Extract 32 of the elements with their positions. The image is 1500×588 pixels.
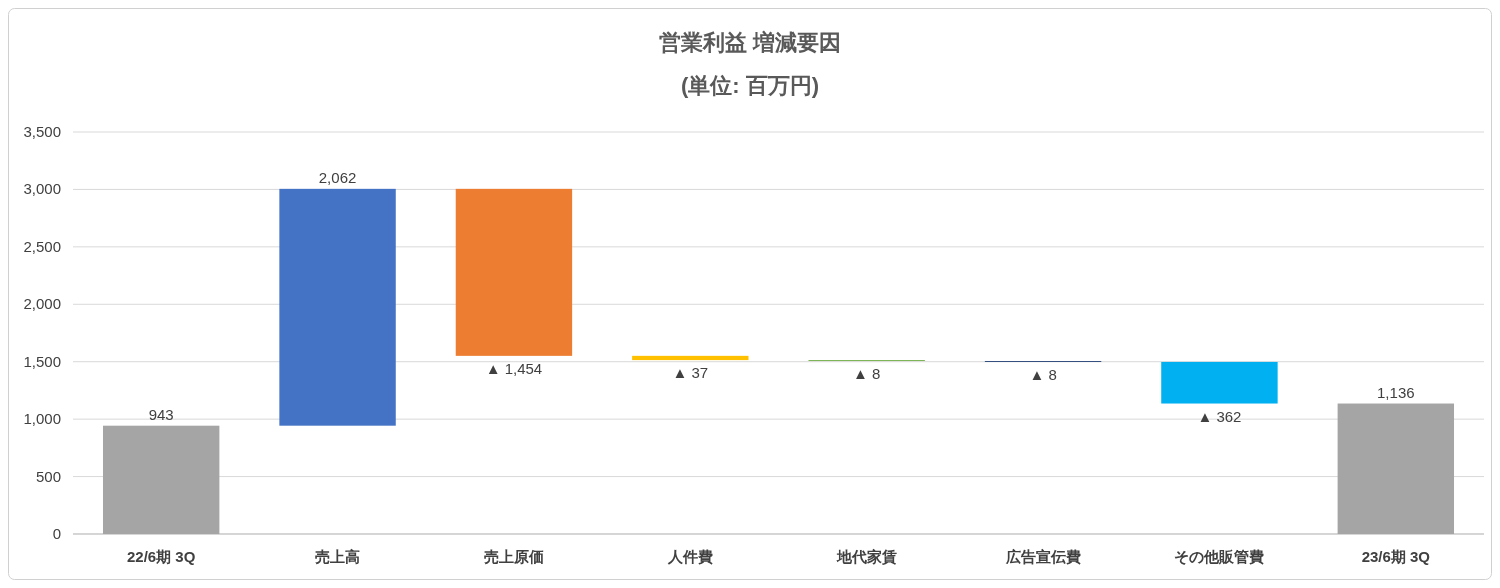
y-tick-label: 3,000 — [23, 180, 61, 198]
x-tick-label: 売上高 — [315, 548, 361, 565]
bar — [455, 188, 573, 356]
x-tick-label: 23/6期 3Q — [1361, 548, 1431, 565]
data-label: ▲ 8 — [1029, 365, 1057, 383]
bar — [632, 355, 749, 361]
x-tick-label: その他販管費 — [1174, 548, 1265, 565]
data-label: ▲ 1,454 — [485, 359, 543, 377]
y-tick-label: 1,500 — [23, 352, 61, 370]
data-label: ▲ 37 — [672, 364, 709, 382]
chart-title: 営業利益 増減要因 — [658, 30, 842, 55]
chart-subtitle: (単位: 百万円) — [680, 73, 820, 98]
x-tick-label: 22/6期 3Q — [127, 548, 196, 565]
x-tick-label: 売上原価 — [483, 548, 544, 565]
bar — [1161, 361, 1278, 404]
x-tick-label: 地代家賃 — [835, 548, 897, 565]
y-tick-label: 500 — [35, 467, 61, 485]
bar — [102, 425, 220, 534]
y-tick-label: 1,000 — [23, 410, 61, 428]
data-label: 1,136 — [1377, 383, 1415, 401]
data-label: 2,062 — [318, 168, 357, 186]
y-tick-label: 2,500 — [23, 237, 61, 255]
data-label: 943 — [148, 405, 174, 423]
x-tick-label: 広告宣伝費 — [1004, 548, 1081, 565]
data-label: ▲ 8 — [853, 365, 881, 383]
y-tick-label: 2,000 — [23, 295, 61, 313]
bar — [1337, 403, 1455, 534]
y-tick-label: 3,500 — [23, 123, 61, 140]
y-tick-label: 0 — [52, 525, 61, 542]
data-label: ▲ 362 — [1197, 407, 1242, 425]
bar — [279, 188, 396, 426]
x-tick-label: 人件費 — [666, 548, 713, 565]
